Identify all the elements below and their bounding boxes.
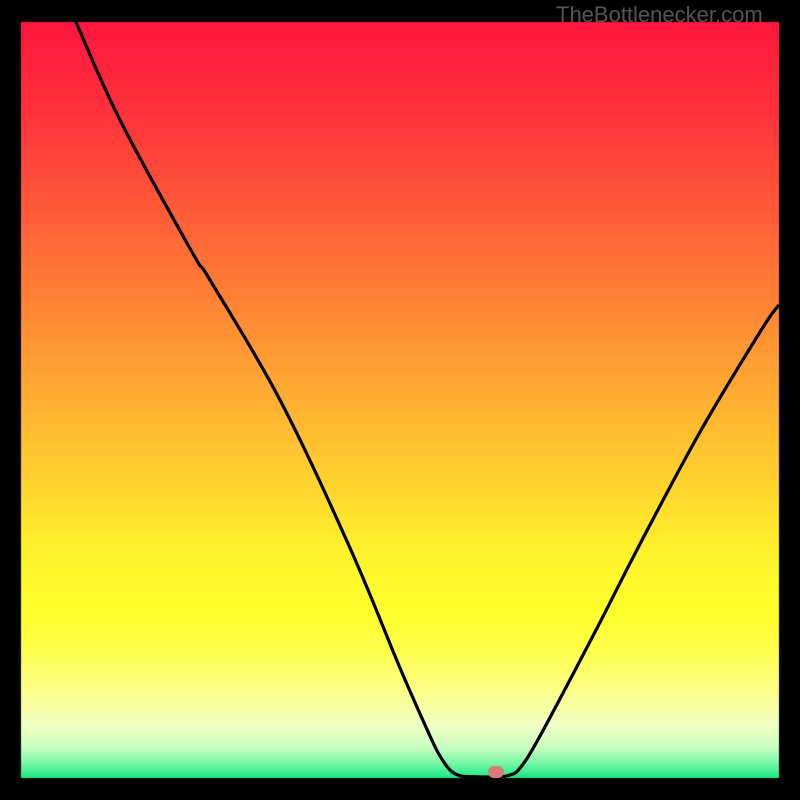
bottleneck-chart: TheBottlenecker.com <box>0 0 800 800</box>
bottleneck-curve <box>0 0 800 800</box>
bottleneck-curve-path <box>76 22 778 777</box>
optimal-point-marker <box>488 766 504 778</box>
watermark-text: TheBottlenecker.com <box>556 2 763 28</box>
